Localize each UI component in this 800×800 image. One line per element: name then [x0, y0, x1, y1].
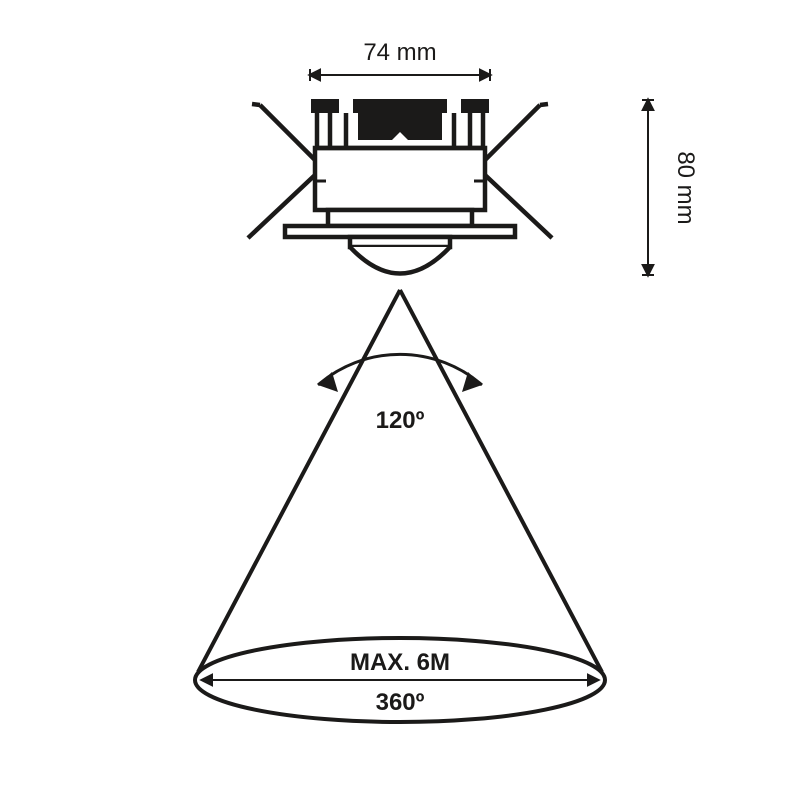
dimension-width: 74 mm: [310, 39, 490, 81]
height-label: 80 mm: [672, 151, 699, 224]
dimension-height: 80 mm: [642, 100, 699, 275]
coverage-label: 360º: [376, 689, 425, 716]
angle-indicator: 120º: [318, 354, 482, 434]
device: [248, 99, 552, 274]
width-label: 74 mm: [363, 39, 436, 66]
range-label: MAX. 6M: [350, 649, 450, 676]
angle-label: 120º: [376, 407, 425, 434]
